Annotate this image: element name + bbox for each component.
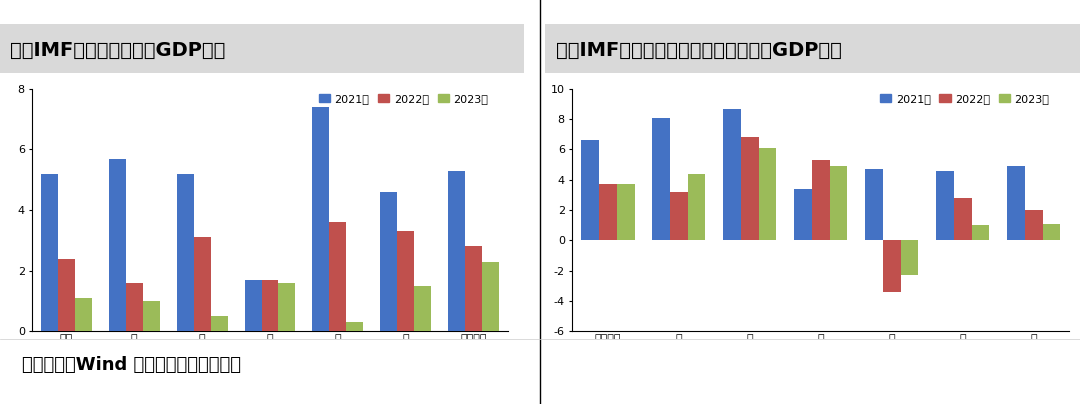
Bar	[758, 148, 777, 240]
Bar	[397, 231, 415, 331]
Bar	[724, 109, 741, 240]
Text: 图：IMF发达经济体实际GDP预测: 图：IMF发达经济体实际GDP预测	[11, 41, 226, 61]
Legend: 2021年, 2022年, 2023年: 2021年, 2022年, 2023年	[314, 90, 492, 109]
Legend: 2021年, 2022年, 2023年: 2021年, 2022年, 2023年	[876, 90, 1054, 109]
Bar	[883, 240, 901, 292]
Bar	[741, 137, 758, 240]
Bar	[901, 240, 918, 275]
Bar	[829, 166, 848, 240]
Bar	[380, 192, 397, 331]
Bar	[482, 262, 499, 331]
Bar	[688, 174, 705, 240]
Bar	[465, 246, 482, 331]
Bar	[972, 225, 989, 240]
Bar	[1042, 224, 1061, 240]
Bar	[312, 107, 329, 331]
Bar	[1007, 166, 1025, 240]
Bar	[261, 280, 279, 331]
Bar	[652, 118, 670, 240]
Bar	[954, 198, 972, 240]
Bar	[58, 259, 75, 331]
Bar	[1025, 210, 1042, 240]
Bar	[617, 184, 635, 240]
Bar	[279, 283, 296, 331]
Bar	[794, 189, 812, 240]
Bar	[244, 280, 261, 331]
Bar	[347, 322, 363, 331]
Bar	[193, 237, 211, 331]
Bar	[41, 174, 58, 331]
Bar	[865, 169, 883, 240]
Bar	[75, 298, 92, 331]
Bar	[143, 301, 160, 331]
Bar	[581, 140, 599, 240]
Bar	[670, 192, 688, 240]
Bar	[812, 160, 829, 240]
Bar	[211, 316, 228, 331]
Bar	[177, 174, 193, 331]
Bar	[936, 170, 954, 240]
Text: 数据来源：Wind 广发期货发展研究中心: 数据来源：Wind 广发期货发展研究中心	[22, 356, 241, 374]
Bar	[448, 170, 465, 331]
Bar	[329, 222, 347, 331]
Bar	[599, 184, 617, 240]
Text: 图：IMF新兴市场和发展中经济体实际GDP预测: 图：IMF新兴市场和发展中经济体实际GDP预测	[556, 41, 842, 61]
Bar	[109, 158, 125, 331]
Bar	[415, 286, 431, 331]
Bar	[125, 283, 143, 331]
